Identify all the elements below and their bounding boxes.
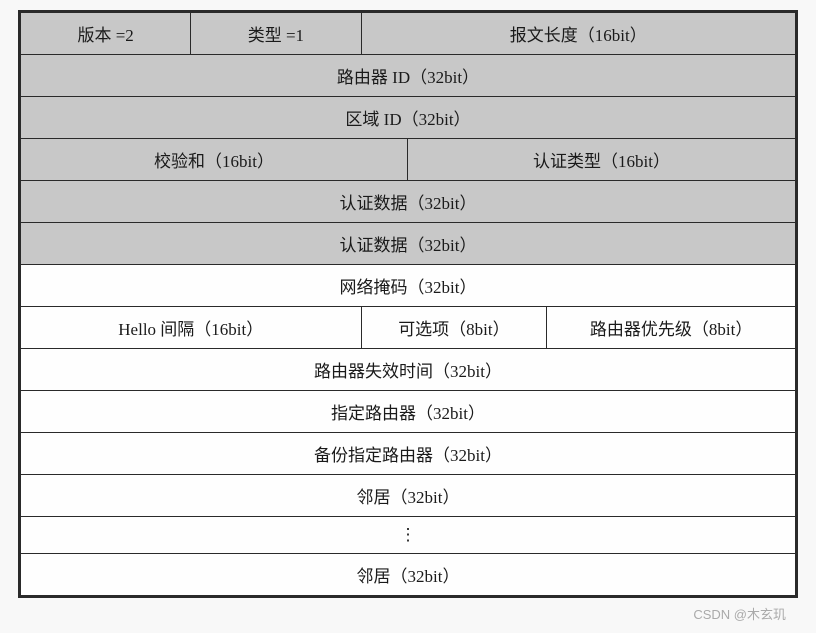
packet-field: 路由器 ID（32bit） bbox=[21, 55, 795, 96]
packet-field: 备份指定路由器（32bit） bbox=[21, 433, 795, 474]
packet-field: 认证数据（32bit） bbox=[21, 223, 795, 264]
packet-field: 路由器失效时间（32bit） bbox=[21, 349, 795, 390]
packet-field: 认证数据（32bit） bbox=[21, 181, 795, 222]
packet-row: 认证数据（32bit） bbox=[21, 223, 795, 265]
packet-field: Hello 间隔（16bit） bbox=[21, 307, 362, 348]
packet-field: 报文长度（16bit） bbox=[362, 13, 795, 54]
packet-field: ⋮ bbox=[21, 517, 795, 553]
packet-row: 区域 ID（32bit） bbox=[21, 97, 795, 139]
packet-field: 校验和（16bit） bbox=[21, 139, 408, 180]
packet-field: 类型 =1 bbox=[191, 13, 361, 54]
packet-row: 路由器失效时间（32bit） bbox=[21, 349, 795, 391]
packet-format-diagram: 版本 =2类型 =1报文长度（16bit）路由器 ID（32bit）区域 ID（… bbox=[18, 10, 798, 598]
packet-field: 认证类型（16bit） bbox=[408, 139, 795, 180]
packet-row: 版本 =2类型 =1报文长度（16bit） bbox=[21, 13, 795, 55]
packet-field: 网络掩码（32bit） bbox=[21, 265, 795, 306]
packet-row: 路由器 ID（32bit） bbox=[21, 55, 795, 97]
packet-row: 校验和（16bit）认证类型（16bit） bbox=[21, 139, 795, 181]
packet-field: 指定路由器（32bit） bbox=[21, 391, 795, 432]
packet-field: 路由器优先级（8bit） bbox=[547, 307, 795, 348]
packet-row: 邻居（32bit） bbox=[21, 554, 795, 595]
packet-row: 网络掩码（32bit） bbox=[21, 265, 795, 307]
packet-row: ⋮ bbox=[21, 517, 795, 554]
packet-row: 认证数据（32bit） bbox=[21, 181, 795, 223]
packet-field: 可选项（8bit） bbox=[362, 307, 548, 348]
packet-field: 邻居（32bit） bbox=[21, 554, 795, 595]
packet-row: Hello 间隔（16bit）可选项（8bit）路由器优先级（8bit） bbox=[21, 307, 795, 349]
packet-row: 指定路由器（32bit） bbox=[21, 391, 795, 433]
packet-field: 版本 =2 bbox=[21, 13, 191, 54]
packet-row: 邻居（32bit） bbox=[21, 475, 795, 517]
packet-row: 备份指定路由器（32bit） bbox=[21, 433, 795, 475]
packet-field: 邻居（32bit） bbox=[21, 475, 795, 516]
watermark-text: CSDN @木玄玑 bbox=[10, 598, 806, 623]
packet-field: 区域 ID（32bit） bbox=[21, 97, 795, 138]
